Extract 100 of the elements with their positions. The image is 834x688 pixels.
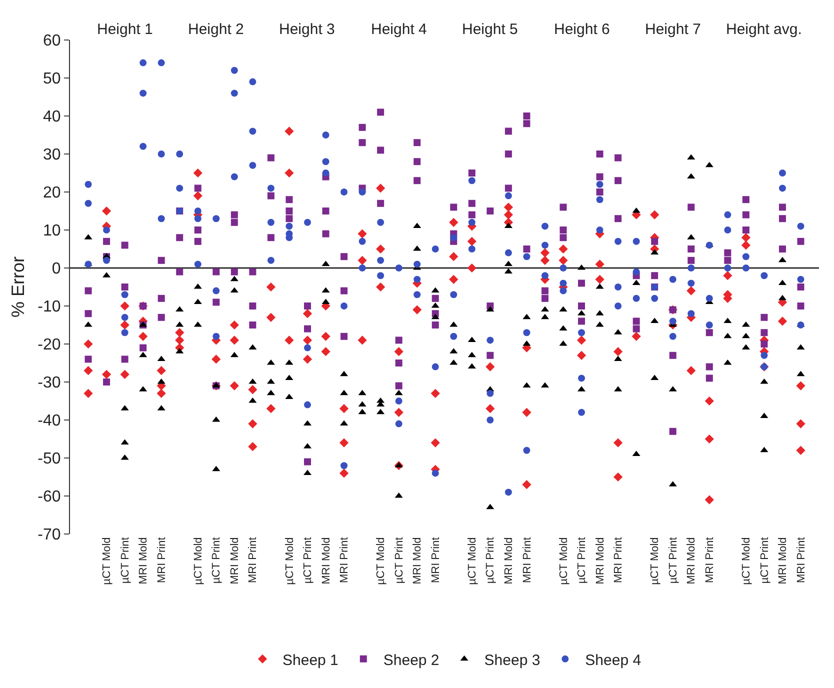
- point: [340, 253, 348, 260]
- point: [522, 408, 532, 417]
- x-tick-label: µCT Print: [758, 537, 771, 584]
- point: [688, 264, 695, 272]
- point: [468, 170, 476, 176]
- point: [377, 272, 384, 280]
- x-tick-label: MRI Print: [521, 537, 534, 584]
- point: [522, 480, 532, 490]
- point: [84, 200, 92, 207]
- x-tick-label: µCT Print: [210, 537, 223, 584]
- point: [778, 170, 786, 176]
- point: [175, 328, 184, 338]
- point: [724, 226, 732, 234]
- point: [706, 363, 713, 370]
- point: [212, 354, 221, 364]
- point: [796, 344, 805, 350]
- point: [796, 370, 805, 376]
- point: [176, 306, 184, 312]
- point: [321, 332, 330, 341]
- point: [560, 287, 567, 294]
- point: [796, 446, 806, 455]
- point: [688, 256, 695, 264]
- point: [414, 158, 421, 166]
- point: [286, 222, 293, 230]
- point: [486, 404, 495, 414]
- point: [377, 218, 384, 226]
- y-axis-title: % Error: [8, 256, 28, 318]
- point: [395, 398, 402, 404]
- point: [541, 242, 548, 249]
- point: [468, 200, 476, 207]
- point: [468, 211, 476, 218]
- point: [742, 344, 750, 350]
- point: [614, 438, 623, 448]
- point: [284, 126, 294, 136]
- point: [486, 390, 494, 397]
- point: [340, 462, 348, 470]
- point: [504, 249, 512, 256]
- point: [522, 314, 531, 320]
- point: [267, 192, 274, 200]
- point: [194, 260, 202, 268]
- y-tick-label: 40: [43, 108, 61, 126]
- point: [650, 249, 659, 255]
- point: [596, 226, 604, 234]
- point: [578, 318, 586, 325]
- point: [504, 184, 512, 192]
- point: [576, 350, 586, 360]
- text: Height 5: [462, 21, 518, 38]
- point: [395, 264, 402, 272]
- point: [84, 366, 93, 376]
- point: [486, 336, 494, 344]
- point: [468, 363, 476, 369]
- legend-label: Sheep 3: [484, 652, 540, 669]
- point: [140, 90, 147, 97]
- point: [742, 264, 750, 272]
- point: [704, 396, 714, 406]
- point: [158, 314, 165, 321]
- point: [212, 287, 220, 294]
- point: [688, 204, 695, 211]
- text: Height avg.: [726, 21, 802, 38]
- point: [266, 312, 276, 322]
- y-tick-label: -60: [38, 488, 61, 506]
- point: [669, 352, 676, 359]
- point: [322, 170, 330, 176]
- y-tick-label: -30: [38, 374, 61, 392]
- point: [414, 260, 421, 268]
- point: [194, 226, 202, 234]
- x-tick-label: µCT Mold: [101, 537, 114, 585]
- point: [778, 204, 786, 211]
- point: [140, 142, 147, 150]
- point: [340, 188, 348, 196]
- point: [267, 218, 274, 226]
- point: [394, 390, 403, 396]
- point: [596, 180, 604, 188]
- y-tick-label: 10: [43, 222, 61, 240]
- x-tick-label: µCT Print: [484, 537, 497, 584]
- point: [541, 272, 548, 280]
- point: [431, 287, 440, 293]
- point: [504, 210, 513, 220]
- x-tick-label: MRI Print: [795, 537, 808, 584]
- point: [376, 282, 386, 292]
- point: [614, 347, 623, 356]
- point: [140, 344, 147, 352]
- point: [504, 192, 512, 200]
- point: [340, 287, 348, 294]
- point: [158, 294, 165, 302]
- point: [358, 390, 366, 396]
- point: [723, 271, 732, 280]
- point: [596, 196, 604, 204]
- point: [760, 272, 768, 280]
- point: [103, 378, 110, 386]
- point: [486, 416, 494, 424]
- point: [358, 188, 366, 196]
- point: [84, 388, 93, 398]
- point: [432, 246, 439, 252]
- y-tick-label: -70: [38, 526, 61, 544]
- point: [432, 294, 439, 302]
- point: [486, 208, 494, 214]
- point: [467, 263, 476, 273]
- point: [450, 234, 458, 242]
- point: [102, 206, 112, 216]
